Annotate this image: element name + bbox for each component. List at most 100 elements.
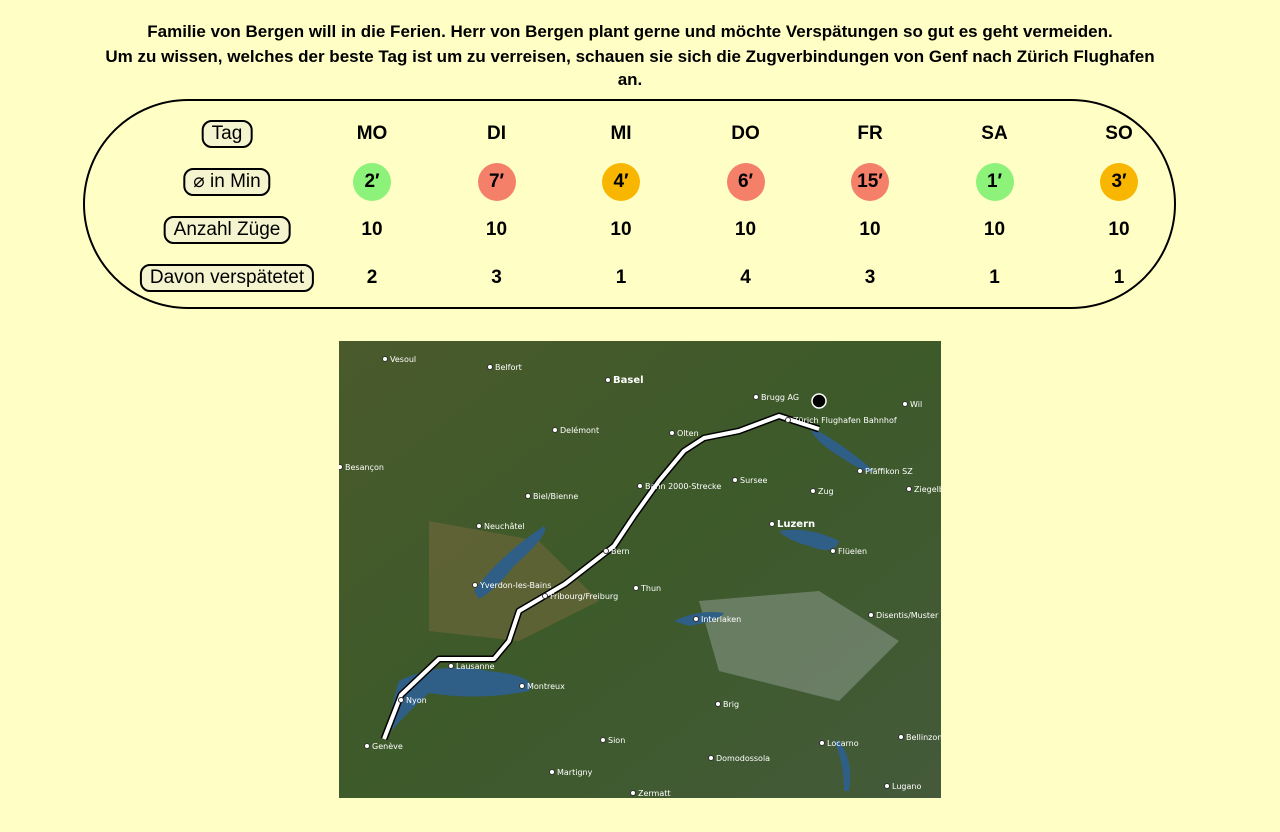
city-dot	[785, 417, 791, 423]
city-label: Genève	[372, 741, 403, 751]
day: SO	[1105, 123, 1133, 144]
city-label: Olten	[677, 429, 699, 438]
alps	[699, 591, 899, 701]
delay-badge: 2′	[353, 163, 391, 201]
city-label: Domodossola	[716, 754, 770, 763]
delayed-count: 3	[864, 267, 876, 288]
day: FR	[857, 123, 883, 144]
city-dot	[857, 468, 863, 474]
city-label: Zermatt	[638, 789, 671, 798]
city-label: Bellinzona	[906, 733, 941, 742]
city-dot	[637, 483, 643, 489]
city-dot	[487, 364, 493, 370]
city-label: Neuchâtel	[484, 522, 525, 531]
day: DO	[731, 123, 760, 144]
city-label: Ziegelbrücke	[914, 485, 941, 494]
city-dot	[693, 616, 699, 622]
intro-text: Um zu wissen, welches der beste Tag ist …	[105, 47, 1155, 89]
city-dot	[472, 582, 478, 588]
city-dot	[448, 663, 454, 669]
day: MO	[356, 123, 388, 144]
city-label: Bahn 2000-Strecke	[645, 482, 721, 491]
city-dot	[769, 521, 775, 527]
city-dot	[902, 401, 908, 407]
train-count: 10	[983, 219, 1006, 240]
city-label: Martigny	[557, 768, 593, 777]
row-label: Davon verspätetet	[139, 264, 315, 292]
lake	[474, 526, 546, 599]
city-dot	[753, 394, 759, 400]
city-label: Basel	[613, 375, 644, 386]
city-label: Lugano	[892, 782, 921, 791]
city-label: Brig	[723, 700, 739, 709]
city-dot	[519, 683, 525, 689]
city-label: Nyon	[406, 696, 427, 705]
city-label: Interlaken	[701, 615, 741, 624]
train-count: 10	[859, 219, 881, 240]
city-label: Biel/Bienne	[533, 492, 578, 501]
city-label: Pfäffikon SZ	[865, 467, 913, 476]
city-label: Brugg AG	[761, 393, 799, 402]
destination-pin	[811, 393, 827, 409]
city-label: Zug	[818, 487, 834, 496]
city-dot	[525, 493, 531, 499]
city-label: Yverdon-les-Bains	[479, 581, 551, 590]
city-label: Zürich Flughafen Bahnhof	[793, 416, 897, 425]
city-label: Belfort	[495, 363, 522, 372]
city-label: Flüelen	[838, 547, 867, 556]
city-dot	[732, 477, 738, 483]
city-dot	[884, 783, 890, 789]
delayed-count: 1	[1113, 267, 1125, 288]
city-label: Luzern	[777, 519, 815, 530]
city-dot	[552, 427, 558, 433]
city-label: Besançon	[345, 463, 384, 472]
lake	[779, 529, 839, 550]
train-count: 10	[1108, 219, 1130, 240]
delayed-count: 1	[989, 267, 1000, 288]
delayed-count: 1	[615, 267, 627, 288]
city-label: Thun	[640, 584, 661, 593]
day: MI	[610, 123, 632, 144]
train-count: 10	[610, 219, 632, 240]
city-label: Sursee	[740, 476, 768, 485]
city-label: Sion	[608, 736, 625, 745]
city-dot	[830, 548, 836, 554]
city-dot	[715, 701, 721, 707]
day: SA	[981, 123, 1008, 144]
city-dot	[605, 377, 611, 383]
delay-badge: 15′	[851, 163, 889, 201]
city-dot	[542, 593, 548, 599]
route	[382, 414, 820, 740]
city-dot	[382, 356, 388, 362]
city-label: Delémont	[560, 425, 599, 435]
city-dot	[868, 612, 874, 618]
city-dot	[810, 488, 816, 494]
plateau	[429, 521, 599, 641]
city-label: Wil	[910, 400, 922, 409]
city-label: Vesoul	[390, 355, 416, 364]
train-count: 10	[485, 219, 508, 240]
train-count: 10	[734, 219, 757, 240]
city-dot	[339, 464, 343, 470]
city-dot	[630, 790, 636, 796]
city-dot	[600, 737, 606, 743]
city-label: Montreux	[527, 682, 565, 691]
delay-badge: 1′	[975, 163, 1014, 201]
lake	[809, 426, 874, 472]
row-label: Anzahl Züge	[163, 216, 291, 244]
row-label: ⌀ in Min	[183, 168, 271, 196]
city-dot	[708, 755, 714, 761]
delay-badge: 7′	[477, 163, 516, 201]
delayed-count: 2	[366, 267, 378, 288]
city-dot	[898, 734, 904, 740]
city-dot	[603, 548, 609, 554]
train-count: 10	[361, 219, 383, 240]
delay-table: Tag ⌀ in Min Anzahl Züge Davon verspätetet M…	[83, 99, 1176, 309]
city-label: Disentis/Muster	[876, 611, 939, 620]
delayed-count: 4	[740, 267, 751, 288]
city-dot	[476, 523, 482, 529]
intro: Familie von Bergen will in die Ferien. H…	[100, 20, 1160, 93]
city-label: Fribourg/Freiburg	[550, 592, 618, 601]
route-map: Vesoul Belfort Basel Brugg AG Zürich Flughaf…	[339, 341, 941, 798]
